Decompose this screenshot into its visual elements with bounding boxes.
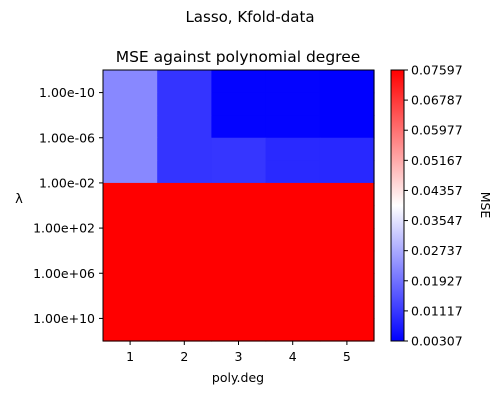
heatmap-cell xyxy=(265,160,321,184)
heatmap-cell xyxy=(319,92,375,116)
colorbar-ticks: 0.07597 0.06787 0.05977 0.05167 0.04357 0.035… xyxy=(404,63,463,349)
heatmap-cell xyxy=(319,182,375,207)
colorbar-tick-label: 0.04357 xyxy=(411,183,463,198)
heatmap-cell xyxy=(211,92,267,116)
heatmap-cell xyxy=(319,318,375,342)
x-axis-label: poly.deg xyxy=(212,370,264,385)
heatmap-cell xyxy=(211,70,267,94)
heatmap-cell xyxy=(157,92,212,116)
heatmap-cell xyxy=(319,273,375,297)
heatmap-cell xyxy=(103,160,158,184)
heatmap-cell xyxy=(265,70,321,94)
heatmap-cell xyxy=(211,318,267,342)
x-tick-label: 4 xyxy=(289,349,297,364)
heatmap-cell xyxy=(265,205,321,229)
heatmap-cell xyxy=(103,295,158,320)
heatmap-cell xyxy=(103,250,158,274)
x-tick-label: 2 xyxy=(180,349,188,364)
heatmap-cell xyxy=(319,160,375,184)
colorbar-tick-label: 0.06787 xyxy=(411,93,463,108)
x-tick-label: 1 xyxy=(126,349,134,364)
y-axis-label: λ xyxy=(15,192,23,207)
heatmap-cell xyxy=(157,182,212,207)
heatmap-cell xyxy=(103,92,158,116)
heatmap-cell xyxy=(103,273,158,297)
colorbar xyxy=(390,69,405,342)
heatmap-cell xyxy=(319,228,375,252)
heatmap-cell xyxy=(157,250,212,274)
colorbar-tick-label: 0.00307 xyxy=(411,334,463,349)
heatmap-cell xyxy=(265,115,321,139)
colorbar-tick-label: 0.02737 xyxy=(411,243,463,258)
heatmap-cell xyxy=(103,115,158,139)
heatmap-cell xyxy=(157,295,212,320)
heatmap-cell xyxy=(265,137,321,161)
heatmap-cell xyxy=(103,205,158,229)
x-tick-label: 5 xyxy=(343,349,351,364)
colorbar-tick-label: 0.03547 xyxy=(411,213,463,228)
y-tick-label: 1.00e+02 xyxy=(33,221,95,236)
heatmap-cell xyxy=(265,92,321,116)
heatmap-cell xyxy=(157,273,212,297)
heatmap-cell xyxy=(103,318,158,342)
heatmap-cell xyxy=(211,228,267,252)
colorbar-tick-label: 0.01927 xyxy=(411,273,463,288)
heatmap-cell xyxy=(157,160,212,184)
colorbar-label: MSE xyxy=(478,192,493,219)
heatmap-cell xyxy=(211,115,267,139)
colorbar-tick-label: 0.05167 xyxy=(411,153,463,168)
heatmap-cell xyxy=(103,137,158,161)
heatmap-cell xyxy=(103,182,158,207)
heatmap-cell xyxy=(211,295,267,320)
heatmap-cells xyxy=(103,70,375,342)
heatmap-cell xyxy=(265,318,321,342)
x-axis-ticks: 1 2 3 4 5 xyxy=(126,341,351,364)
heatmap-cell xyxy=(157,205,212,229)
heatmap-cell xyxy=(157,228,212,252)
y-tick-label: 1.00e-06 xyxy=(39,130,95,145)
heatmap-cell xyxy=(265,273,321,297)
heatmap-cell xyxy=(157,115,212,139)
heatmap-cell xyxy=(319,137,375,161)
heatmap-cell xyxy=(211,205,267,229)
heatmap-cell xyxy=(103,70,158,94)
heatmap-cell xyxy=(211,182,267,207)
x-tick-label: 3 xyxy=(235,349,243,364)
heatmap-cell xyxy=(319,205,375,229)
colorbar-tick-label: 0.07597 xyxy=(411,63,463,78)
heatmap-cell xyxy=(211,273,267,297)
y-tick-label: 1.00e+10 xyxy=(33,311,95,326)
heatmap-cell xyxy=(211,137,267,161)
heatmap-cell xyxy=(319,250,375,274)
chart-title: MSE against polynomial degree xyxy=(116,48,361,66)
heatmap-cell xyxy=(319,70,375,94)
colorbar-tick-label: 0.01117 xyxy=(411,303,463,318)
heatmap-cell xyxy=(319,295,375,320)
heatmap-cell xyxy=(211,250,267,274)
heatmap-cell xyxy=(265,182,321,207)
y-axis-ticks: 1.00e-10 1.00e-06 1.00e-02 1.00e+02 1.00e+06… xyxy=(33,85,103,326)
heatmap-cell xyxy=(265,250,321,274)
chart-suptitle: Lasso, Kfold-data xyxy=(185,8,314,26)
heatmap-cell xyxy=(319,115,375,139)
heatmap-cell xyxy=(265,228,321,252)
heatmap-cell xyxy=(103,228,158,252)
y-tick-label: 1.00e-10 xyxy=(39,85,95,100)
colorbar-tick-label: 0.05977 xyxy=(411,123,463,138)
heatmap-cell xyxy=(157,318,212,342)
heatmap-cell xyxy=(157,137,212,161)
heatmap-cell xyxy=(265,295,321,320)
heatmap-cell xyxy=(211,160,267,184)
heatmap-cell xyxy=(157,70,212,94)
y-tick-label: 1.00e-02 xyxy=(39,175,95,190)
y-tick-label: 1.00e+06 xyxy=(33,266,95,281)
